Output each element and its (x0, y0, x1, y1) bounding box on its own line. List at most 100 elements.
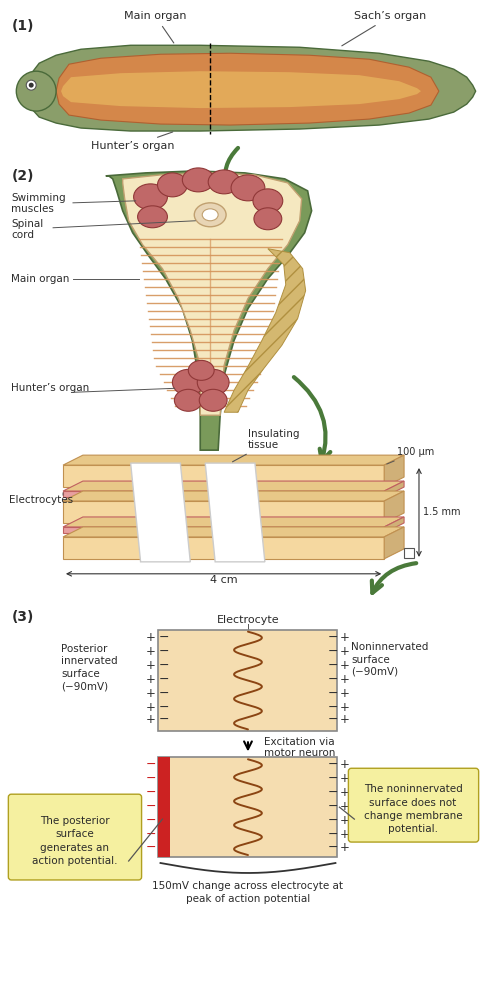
Ellipse shape (197, 370, 228, 396)
Text: Excitation via
motor neuron: Excitation via motor neuron (263, 736, 334, 758)
Circle shape (29, 83, 33, 88)
Ellipse shape (208, 170, 240, 194)
Text: −: − (145, 758, 155, 770)
Text: 1.5 mm: 1.5 mm (422, 507, 459, 517)
Text: −: − (327, 814, 337, 827)
Polygon shape (383, 481, 403, 497)
FancyBboxPatch shape (8, 795, 141, 880)
Text: +: + (158, 814, 168, 827)
Text: Hunter’s organ: Hunter’s organ (11, 384, 90, 394)
Text: +: + (339, 771, 348, 784)
Polygon shape (224, 249, 305, 412)
Ellipse shape (182, 168, 214, 192)
Polygon shape (63, 501, 383, 523)
Polygon shape (25, 45, 475, 131)
Polygon shape (63, 455, 403, 465)
Text: +: + (339, 713, 348, 726)
Text: −: − (145, 828, 155, 841)
Polygon shape (63, 481, 403, 491)
Polygon shape (383, 491, 403, 523)
Polygon shape (63, 491, 403, 501)
Text: −: − (327, 800, 337, 813)
Text: +: + (339, 687, 348, 700)
Text: 100 μm: 100 μm (386, 447, 434, 464)
Ellipse shape (134, 184, 167, 209)
Text: +: + (339, 828, 348, 841)
Text: −: − (327, 631, 337, 644)
Polygon shape (383, 455, 403, 487)
Text: +: + (339, 673, 348, 686)
Text: −: − (158, 673, 168, 686)
Polygon shape (130, 463, 190, 562)
Circle shape (26, 81, 36, 91)
Text: +: + (339, 701, 348, 714)
Text: +: + (145, 713, 155, 726)
Polygon shape (106, 171, 311, 450)
Ellipse shape (188, 361, 214, 381)
Ellipse shape (230, 175, 264, 200)
Text: −: − (327, 713, 337, 726)
Text: +: + (339, 800, 348, 813)
Polygon shape (61, 71, 420, 108)
Ellipse shape (174, 390, 202, 411)
Text: +: + (339, 659, 348, 672)
Text: −: − (327, 828, 337, 841)
Text: +: + (158, 758, 168, 770)
Text: Electrocyte: Electrocyte (216, 614, 279, 624)
Text: +: + (339, 785, 348, 799)
Text: +: + (145, 659, 155, 672)
Text: Swimming
muscles: Swimming muscles (11, 193, 66, 214)
Bar (158, 757, 337, 857)
Text: −: − (327, 841, 337, 854)
Text: −: − (158, 631, 168, 644)
Text: −: − (145, 841, 155, 854)
Text: −: − (327, 673, 337, 686)
Text: Insulating
tissue: Insulating tissue (232, 429, 299, 462)
Text: Hunter’s organ: Hunter’s organ (91, 132, 174, 151)
Text: −: − (158, 701, 168, 714)
Text: −: − (158, 659, 168, 672)
Text: +: + (145, 645, 155, 659)
Text: −: − (327, 645, 337, 659)
Polygon shape (63, 527, 383, 533)
Text: (3): (3) (11, 609, 33, 623)
Text: 4 cm: 4 cm (210, 575, 238, 585)
Text: The noninnervated
surface does not
change membrane
potential.: The noninnervated surface does not chang… (363, 784, 461, 834)
Text: The posterior
surface
generates an
action potential.: The posterior surface generates an actio… (32, 817, 118, 866)
Polygon shape (122, 173, 301, 415)
Polygon shape (383, 527, 403, 559)
Text: (1): (1) (11, 19, 34, 33)
Text: +: + (145, 631, 155, 644)
Ellipse shape (202, 208, 218, 221)
Text: Main organ: Main organ (11, 274, 70, 284)
Text: +: + (158, 841, 168, 854)
Bar (158, 629, 337, 731)
Text: −: − (327, 659, 337, 672)
Text: +: + (339, 841, 348, 854)
Text: Main organ: Main organ (124, 11, 186, 43)
Text: +: + (158, 785, 168, 799)
Ellipse shape (157, 173, 187, 196)
Ellipse shape (172, 370, 204, 396)
Text: +: + (339, 758, 348, 770)
Bar (403, 548, 413, 558)
Text: +: + (158, 828, 168, 841)
Text: −: − (327, 701, 337, 714)
Text: Sach’s organ: Sach’s organ (341, 11, 426, 46)
Polygon shape (63, 537, 383, 559)
Text: −90mV: −90mV (350, 803, 393, 813)
Text: −: − (145, 814, 155, 827)
Polygon shape (63, 465, 383, 487)
Text: −: − (158, 713, 168, 726)
Text: +: + (339, 814, 348, 827)
Text: +: + (339, 631, 348, 644)
Text: Spinal
cord: Spinal cord (11, 219, 44, 241)
Polygon shape (383, 517, 403, 533)
Polygon shape (56, 53, 438, 125)
Text: −: − (145, 785, 155, 799)
Text: Noninnervated
surface
(−90mV): Noninnervated surface (−90mV) (350, 642, 428, 677)
Text: +60mV: +60mV (98, 803, 139, 813)
Polygon shape (63, 527, 403, 537)
Ellipse shape (137, 205, 167, 228)
Circle shape (16, 71, 56, 111)
